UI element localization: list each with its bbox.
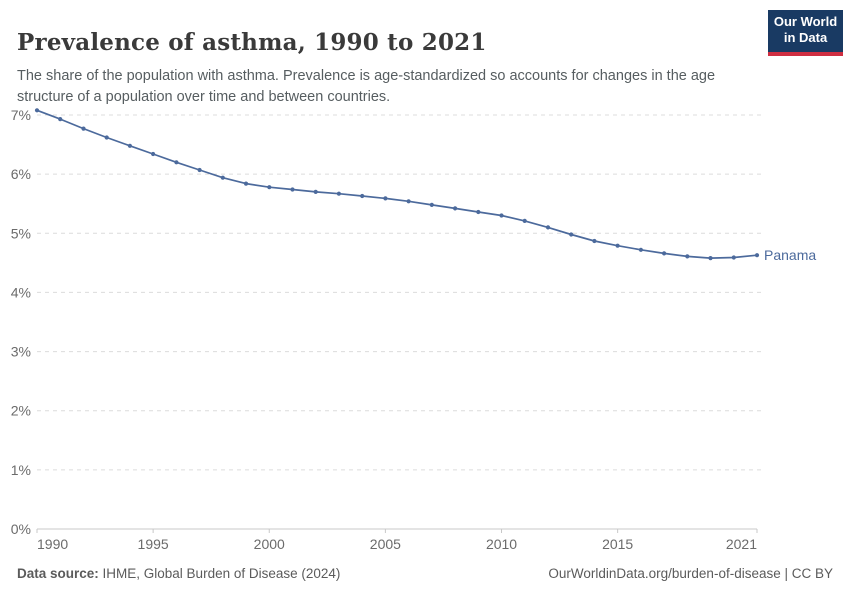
data-point-marker — [754, 253, 760, 258]
y-tick-label: 1% — [11, 462, 31, 478]
x-tick-label: 2005 — [370, 536, 401, 552]
data-point-marker — [267, 185, 272, 190]
data-point-marker — [685, 254, 690, 259]
x-tick-label: 2015 — [602, 536, 633, 552]
data-point-marker — [127, 143, 132, 148]
data-point-marker — [220, 175, 225, 180]
x-tick-label: 2010 — [486, 536, 517, 552]
x-tick-label: 1995 — [138, 536, 169, 552]
data-point-marker — [313, 189, 318, 194]
data-point-marker — [406, 199, 411, 204]
data-point-marker — [151, 151, 156, 157]
chart-title: Prevalence of asthma, 1990 to 2021 — [17, 29, 487, 57]
data-line[interactable] — [36, 109, 758, 259]
x-tick-label: 2000 — [254, 536, 285, 552]
data-point-marker — [243, 181, 249, 186]
y-tick-label: 6% — [11, 166, 31, 182]
data-source-label: Data source: — [17, 566, 99, 581]
x-tick-label: 1990 — [37, 536, 68, 552]
y-tick-label: 7% — [11, 107, 31, 123]
data-point-marker — [290, 187, 295, 192]
data-point-marker — [545, 225, 551, 230]
data-point-marker — [499, 213, 504, 218]
chart-subtitle: The share of the population with asthma.… — [17, 67, 716, 105]
owid-logo[interactable]: Our World in Data — [768, 10, 843, 56]
data-point-marker — [638, 247, 644, 252]
data-point-marker — [58, 117, 63, 122]
data-point-marker — [104, 135, 109, 140]
data-point-marker — [174, 160, 179, 165]
data-point-marker — [708, 256, 713, 261]
data-point-marker — [453, 206, 458, 211]
data-point-marker — [592, 238, 597, 244]
series-label-panama[interactable]: Panama — [764, 247, 816, 263]
data-source: Data source: IHME, Global Burden of Dise… — [17, 566, 340, 581]
data-point-marker — [336, 191, 341, 196]
data-point-marker — [615, 243, 620, 248]
data-point-marker — [476, 209, 481, 215]
data-point-marker — [569, 232, 574, 237]
data-point-marker — [360, 193, 365, 199]
y-tick-label: 0% — [11, 521, 31, 537]
y-tick-label: 3% — [11, 344, 31, 360]
x-tick-label: 2021 — [726, 536, 757, 552]
citation-link[interactable]: OurWorldinData.org/burden-of-disease | C… — [548, 566, 833, 581]
owid-logo-line2: in Data — [783, 29, 828, 45]
data-source-text: IHME, Global Burden of Disease (2024) — [98, 566, 341, 581]
y-tick-label: 2% — [11, 403, 31, 419]
data-point-marker — [34, 108, 40, 113]
y-tick-label: 4% — [11, 284, 31, 300]
data-point-marker — [662, 251, 667, 256]
data-point-marker — [383, 196, 388, 201]
y-tick-label: 5% — [11, 225, 31, 241]
data-point-marker — [429, 202, 434, 207]
data-point-marker — [81, 126, 86, 131]
data-point-marker — [731, 255, 736, 260]
chart-footer: Data source: IHME, Global Burden of Dise… — [17, 566, 833, 581]
owid-logo-line1: Our World — [773, 14, 838, 29]
data-point-marker — [197, 167, 202, 173]
data-point-marker — [522, 218, 527, 223]
